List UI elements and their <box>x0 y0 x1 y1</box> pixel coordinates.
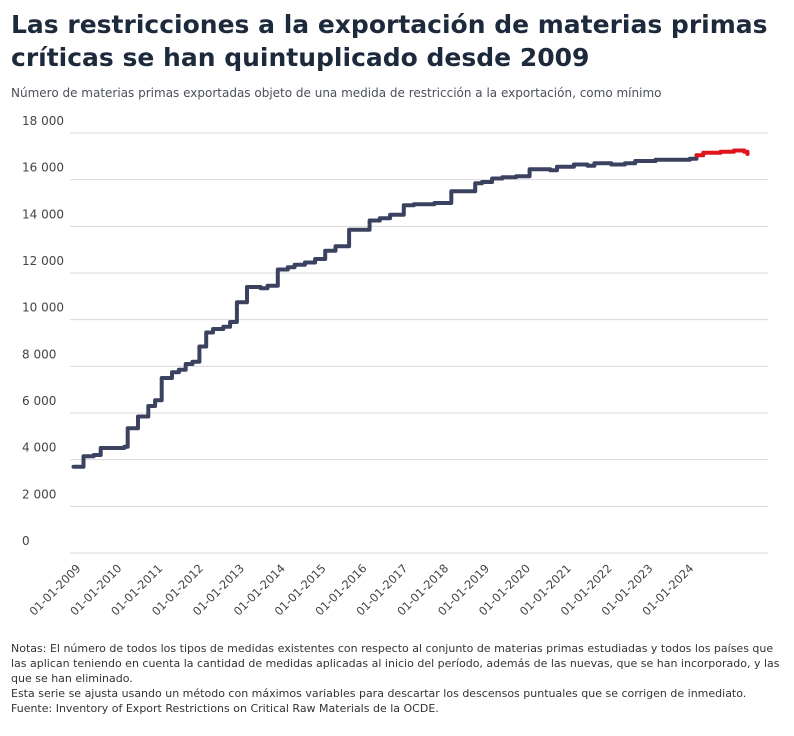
series-group <box>71 148 750 469</box>
series-line-historical <box>71 153 699 469</box>
y-axis: 0 2 000 4 000 6 000 8 000 10 000 12 000 14 000 1… <box>22 114 64 548</box>
y-tick-label: 18 000 <box>22 114 64 128</box>
series-line-recent <box>694 148 750 158</box>
y-tick-label: 8 000 <box>22 347 56 361</box>
grid-lines <box>70 132 768 554</box>
chart-subtitle: Número de materias primas exportadas obj… <box>11 86 662 100</box>
note-adjustment: Esta serie se ajusta usando un método co… <box>11 687 747 700</box>
chart-title: Las restricciones a la exportación de ma… <box>11 10 768 72</box>
line-chart: 0 2 000 4 000 6 000 8 000 10 000 12 000 14 000 1… <box>22 114 768 618</box>
y-tick-label: 4 000 <box>22 441 56 455</box>
x-axis: 01-01-200901-01-201001-01-201101-01-2012… <box>26 561 696 618</box>
chart-notes: Notas: El número de todos los tipos de m… <box>11 641 786 716</box>
note-source: Fuente: Inventory of Export Restrictions… <box>11 702 439 715</box>
note-methodology: Notas: El número de todos los tipos de m… <box>11 642 780 685</box>
y-tick-label: 0 <box>22 534 30 548</box>
y-tick-label: 12 000 <box>22 254 64 268</box>
y-tick-label: 6 000 <box>22 394 56 408</box>
y-tick-label: 2 000 <box>22 487 56 501</box>
y-tick-label: 16 000 <box>22 161 64 175</box>
y-tick-label: 14 000 <box>22 207 64 221</box>
y-tick-label: 10 000 <box>22 301 64 315</box>
